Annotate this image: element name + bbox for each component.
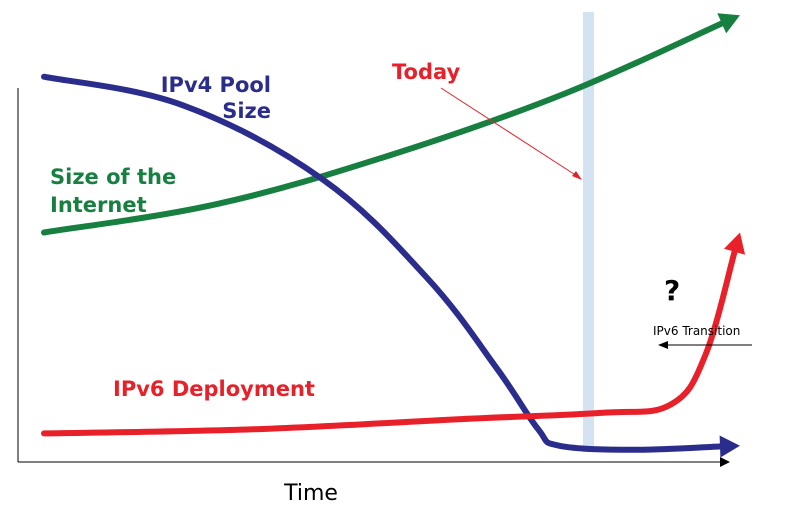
x-axis-label: Time: [283, 481, 338, 506]
series-arrowhead-size-of-internet: [717, 13, 740, 34]
ipv6-transition-arrowhead: [658, 341, 668, 349]
series-label-ipv6: IPv6 Deployment: [113, 377, 315, 401]
series-label-internet-line2: Internet: [50, 193, 147, 217]
ipv6-transition-label: IPv6 Transition: [653, 324, 740, 338]
series-label-ipv4-line1: IPv4 Pool: [161, 73, 271, 97]
today-pointer-line: [440, 87, 578, 177]
series-label-internet-line1: Size of the: [50, 165, 176, 189]
series-arrowhead-ipv4-pool-size: [719, 435, 740, 458]
series-line-ipv4-pool-size: [41, 73, 725, 453]
x-axis-arrowhead: [720, 457, 730, 467]
question-mark: ?: [664, 274, 680, 307]
series-line-ipv6-deployment: [41, 246, 739, 437]
today-band: [583, 12, 594, 452]
series-arrowhead-ipv6-deployment: [724, 232, 746, 255]
today-pointer-arrowhead: [572, 171, 582, 180]
series-label-ipv4-line2: Size: [222, 99, 271, 123]
today-label: Today: [392, 60, 461, 84]
series-line-size-of-internet: [41, 19, 727, 236]
